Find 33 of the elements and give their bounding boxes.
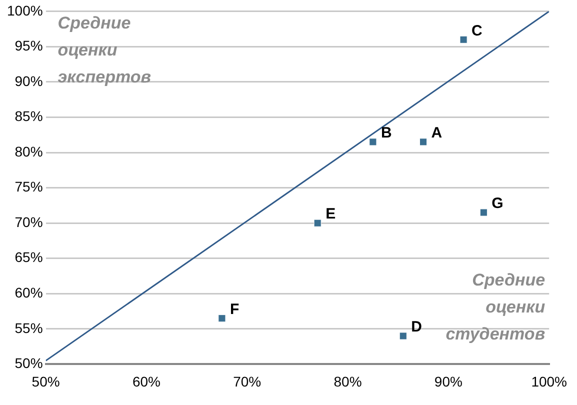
y-tick-label: 65% [14,249,43,266]
annotation: B [380,124,392,142]
annotation: C [472,22,483,40]
y-tick-label: 50% [14,355,43,372]
annotation: A [431,124,442,142]
x-tick-label: 70% [233,373,262,390]
point [218,314,226,322]
annotation: G [492,195,504,212]
y-tick-label: 95% [14,38,43,54]
annotation: Средние оценки экспертов [58,14,152,87]
point [480,208,488,216]
x-tick-label: 80% [334,373,362,390]
point [419,138,428,146]
y-tick-label: 100% [6,2,43,18]
y-tick-label: 55% [14,320,43,336]
point [369,138,377,146]
x-tick-label: 60% [132,373,160,390]
point [314,219,322,227]
y-tick-label: 60% [14,284,43,300]
x-tick-label: 90% [434,373,462,390]
x-tick-label: 50% [32,373,60,390]
y-tick-label: 85% [14,108,43,124]
annotation: F [230,300,240,318]
annotation: E [326,206,336,223]
annotation: D [411,318,422,336]
annotation: Средние оценки студентов [446,270,546,344]
y-tick-label: 75% [14,178,43,195]
point [460,36,468,44]
y-tick-label: 90% [14,72,43,89]
y-tick-label: 70% [14,214,43,230]
x-tick-label: 100% [531,373,568,390]
y-tick-label: 80% [14,143,43,160]
point [399,332,407,340]
